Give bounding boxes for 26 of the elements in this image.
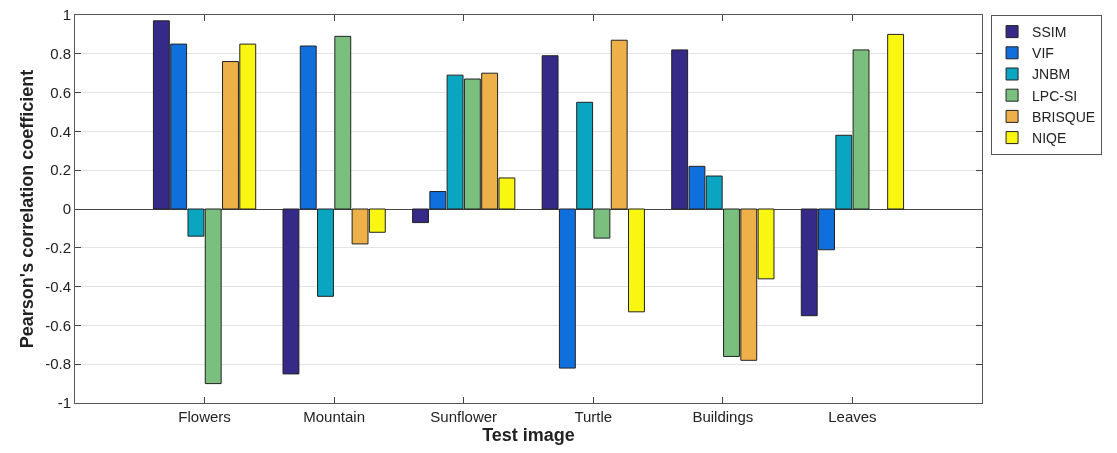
legend-label: VIF xyxy=(1032,45,1054,62)
x-tick-label: Turtle xyxy=(574,408,613,425)
y-tick-label: -0.4 xyxy=(45,277,71,295)
y-tick-label: 0 xyxy=(62,200,71,218)
y-tick-label: -1 xyxy=(57,394,71,412)
y-tick-label: -0.6 xyxy=(45,316,71,334)
x-tick-label: Leaves xyxy=(828,408,877,425)
x-axis-title: Test image xyxy=(482,425,575,446)
bar xyxy=(887,33,905,210)
legend-label: JNBM xyxy=(1032,66,1071,83)
legend-label: SSIM xyxy=(1032,24,1067,41)
y-tick-label: 0.6 xyxy=(50,83,71,101)
legend-label: LPC-SI xyxy=(1032,87,1078,104)
x-tick-label: Buildings xyxy=(692,408,754,425)
y-tick-label: -0.8 xyxy=(45,355,71,373)
x-tick-label: Sunflower xyxy=(430,408,498,425)
x-tick-label: Mountain xyxy=(303,408,365,425)
y-tick-label: 0.4 xyxy=(50,122,71,140)
legend-label: NIQE xyxy=(1032,130,1067,147)
y-tick-label: -0.2 xyxy=(45,239,71,257)
x-tick-label: Flowers xyxy=(178,408,231,425)
y-axis-title: Pearson's correlation coefficient xyxy=(17,69,38,349)
legend-label: BRISQUE xyxy=(1032,108,1096,125)
y-tick-label: 0.8 xyxy=(50,45,71,63)
y-tick-label: 0.2 xyxy=(50,161,71,179)
y-tick-label: 1 xyxy=(62,6,71,24)
